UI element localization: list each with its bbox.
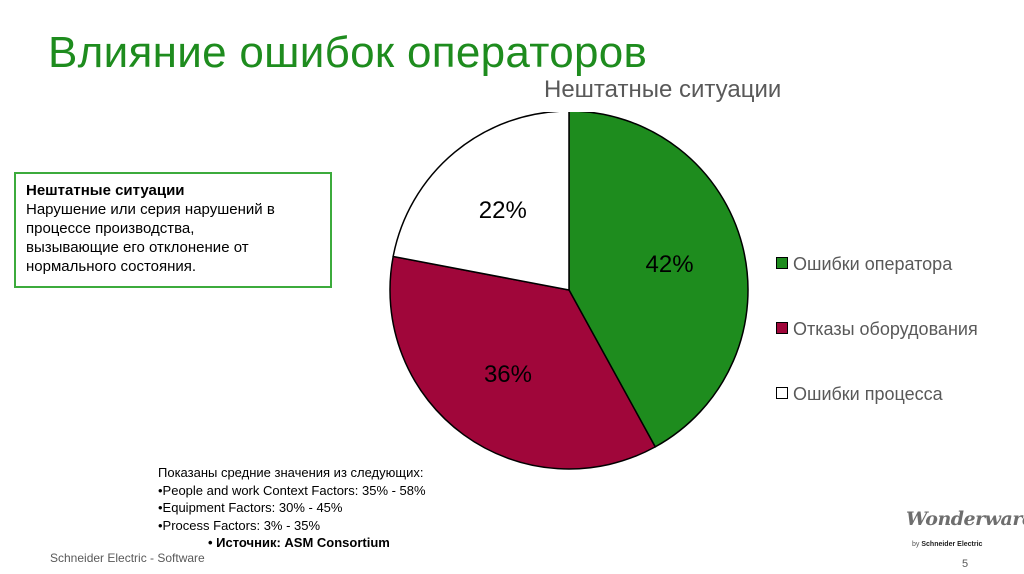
page-number: 5 [962, 558, 969, 570]
definition-heading: Нештатные ситуации [26, 182, 185, 199]
slice-process-errors [392, 112, 570, 291]
legend-swatch [776, 387, 788, 400]
notes-item: •People and work Context Factors: 35% - … [158, 482, 426, 498]
legend-item-operator-errors: Ошибки оператора [776, 254, 952, 275]
slice-label: 22% [479, 197, 527, 224]
legend-item-process-errors: Ошибки процесса [776, 384, 943, 405]
definition-line: Нарушение или серия нарушений в [26, 201, 275, 218]
notes-intro: Показаны средние значения из следующих: [158, 465, 424, 480]
legend-swatch [776, 322, 788, 335]
source-notes: Показаны средние значения из следующих: … [158, 464, 426, 552]
footer-text: Schneider Electric - Software [50, 551, 205, 565]
definition-line: вызывающие его отклонение от [26, 239, 249, 256]
chart-title: Нештатные ситуации [544, 76, 782, 103]
definition-box: Нештатные ситуации Нарушение или серия н… [14, 172, 332, 288]
slice-label: 36% [484, 361, 532, 388]
definition-line: нормального состояния. [26, 258, 197, 275]
logo-byline: by Schneider Electric [912, 541, 983, 548]
legend-swatch [776, 257, 788, 270]
legend-label: Отказы оборудования [793, 319, 978, 339]
notes-source: • Источник: ASM Consortium [208, 535, 390, 550]
legend-label: Ошибки оператора [793, 254, 953, 274]
slice-equipment-failures [389, 255, 657, 470]
wonderware-logo: Wonderware by Schneider Electric [904, 508, 1024, 554]
notes-item: •Equipment Factors: 30% - 45% [158, 500, 343, 515]
slide-title: Влияние ошибок операторов [48, 28, 648, 77]
slice-operator-errors [568, 112, 749, 448]
slice-label: 42% [646, 251, 694, 278]
logo-script: Wonderware [906, 508, 1024, 530]
definition-line: процессе производства, [26, 220, 195, 237]
legend-label: Ошибки процесса [793, 384, 943, 404]
notes-item: •Process Factors: 3% - 35% [158, 517, 321, 533]
pie-chart: 42% 36% 22% [389, 112, 749, 470]
legend-item-equipment-failures: Отказы оборудования [776, 319, 978, 340]
